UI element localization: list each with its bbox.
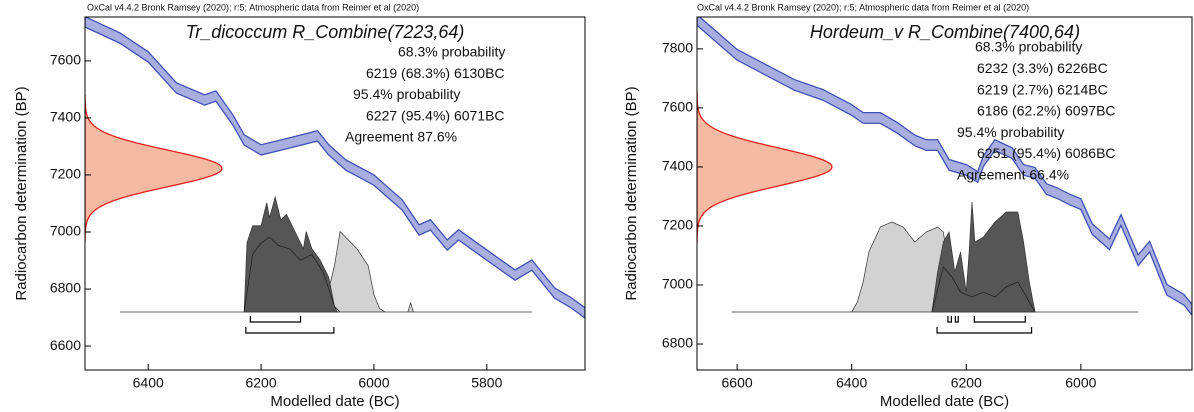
calibration-band bbox=[85, 17, 585, 319]
x-tick-label: 6200 bbox=[245, 375, 276, 391]
y-axis-label: Radiocarbon determination (BP) bbox=[13, 86, 30, 300]
y-tick-label: 7600 bbox=[50, 52, 81, 68]
x-tick-label: 6600 bbox=[722, 375, 753, 391]
x-tick-label: 6200 bbox=[951, 375, 982, 391]
y-tick-label: 7200 bbox=[662, 217, 693, 233]
probability-label: 95.4% probability bbox=[957, 124, 1064, 140]
header: OxCal v4.4.2 Bronk Ramsey (2020); r:5; A… bbox=[87, 2, 419, 12]
x-tick-label: 6400 bbox=[133, 375, 164, 391]
agreement: Agreement 87.6% bbox=[345, 129, 457, 145]
posterior-fill bbox=[243, 195, 338, 313]
header: OxCal v4.4.2 Bronk Ramsey (2020); r:5; A… bbox=[697, 2, 1029, 12]
plot bbox=[697, 17, 1192, 317]
x-axis-label: Modelled date (BC) bbox=[270, 393, 399, 410]
range-label: 6227 (95.4%) 6071BC bbox=[366, 107, 505, 123]
x-tick-label: 6000 bbox=[358, 375, 389, 391]
range-bracket bbox=[954, 316, 959, 323]
range-bracket bbox=[249, 316, 302, 323]
posterior-line bbox=[243, 236, 341, 313]
probability-label: 68.3% probability bbox=[398, 44, 505, 60]
y-tick-label: 6800 bbox=[662, 335, 693, 351]
y-tick-label: 7800 bbox=[662, 40, 693, 56]
range-bracket bbox=[245, 327, 335, 334]
range-label: 6219 (68.3%) 6130BC bbox=[366, 65, 505, 81]
y-axis-label: Radiocarbon determination (BP) bbox=[623, 86, 640, 300]
plot bbox=[85, 17, 585, 319]
plot-frame bbox=[84, 16, 586, 371]
y-tick-label: 6800 bbox=[50, 280, 81, 296]
y-tick-label: 7200 bbox=[50, 166, 81, 182]
measurement-curve bbox=[85, 94, 223, 243]
probability-label: 68.3% probability bbox=[975, 39, 1082, 55]
chart-title: Tr_dicoccum R_Combine(7223,64) bbox=[186, 22, 465, 42]
posterior-line bbox=[931, 266, 1036, 313]
range-bracket bbox=[936, 327, 1033, 334]
y-tick-label: 6600 bbox=[50, 337, 81, 353]
x-tick-label: 5800 bbox=[471, 375, 502, 391]
y-tick-label: 7000 bbox=[50, 223, 81, 239]
range-bracket bbox=[947, 316, 952, 323]
range-label: 6186 (62.2%) 6097BC bbox=[977, 103, 1116, 119]
range-label: 6219 (2.7%) 6214BC bbox=[977, 81, 1108, 97]
y-tick-label: 7400 bbox=[662, 158, 693, 174]
posterior-fill bbox=[931, 201, 1036, 313]
calibration-band bbox=[697, 17, 1192, 317]
x-axis-label: Modelled date (BC) bbox=[880, 393, 1009, 410]
y-tick-label: 7400 bbox=[50, 109, 81, 125]
range-label: 6232 (3.3%) 6226BC bbox=[977, 60, 1108, 76]
y-tick-label: 7000 bbox=[662, 276, 693, 292]
range-label: 6251 (95.4%) 6086BC bbox=[977, 145, 1116, 161]
range-bracket bbox=[973, 316, 1026, 323]
x-tick-label: 6400 bbox=[836, 375, 867, 391]
probability-label: 95.4% probability bbox=[353, 86, 460, 102]
x-tick-label: 6000 bbox=[1065, 375, 1096, 391]
plot-frame bbox=[696, 16, 1193, 371]
posterior-fill bbox=[119, 230, 532, 313]
y-tick-label: 7600 bbox=[662, 99, 693, 115]
chart-title: Hordeum_v R_Combine(7400,64) bbox=[810, 22, 1080, 42]
agreement: Agreement 66.4% bbox=[957, 167, 1069, 183]
measurement-curve bbox=[697, 90, 833, 244]
